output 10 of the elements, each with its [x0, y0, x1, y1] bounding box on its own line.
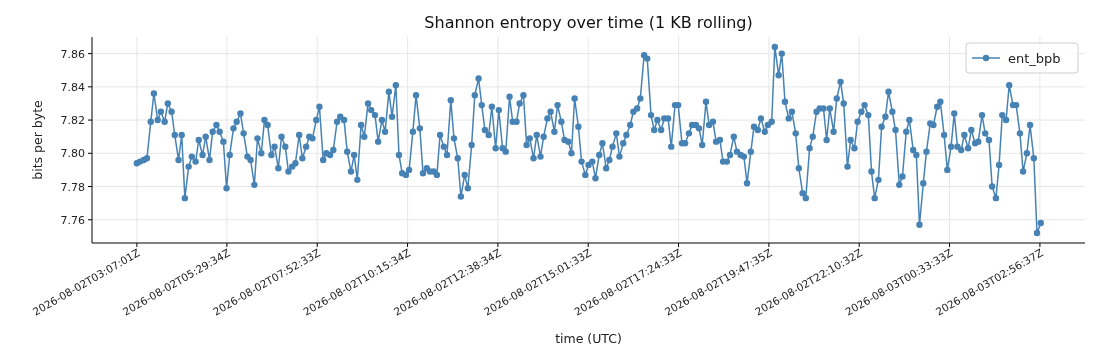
y-tick-label: 7.86	[60, 47, 85, 61]
legend-label: ent_bpb	[1008, 50, 1061, 66]
y-tick-label: 7.84	[60, 80, 85, 94]
chart-title: Shannon entropy over time (1 KB rolling)	[424, 13, 753, 32]
y-tick-label: 7.76	[60, 213, 85, 227]
y-tick-label: 7.80	[60, 147, 85, 161]
x-axis-title: time (UTC)	[555, 331, 622, 346]
y-tick-label: 7.78	[60, 180, 85, 194]
y-axis-title: bits per byte	[30, 99, 45, 180]
y-tick-label: 7.82	[60, 114, 85, 128]
